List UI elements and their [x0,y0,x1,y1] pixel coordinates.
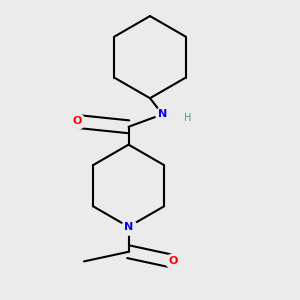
Text: H: H [184,113,191,123]
Text: N: N [158,109,167,119]
Text: O: O [169,256,178,266]
Text: N: N [124,222,133,232]
Text: O: O [72,116,82,126]
